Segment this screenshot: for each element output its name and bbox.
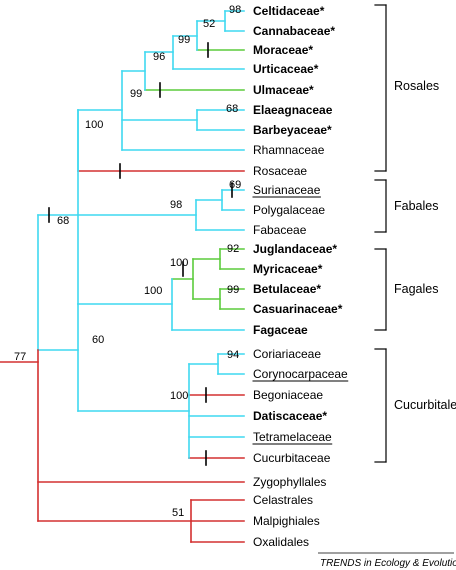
taxon-label: Celastrales — [253, 493, 313, 507]
taxon-label: Zygophyllales — [253, 475, 326, 489]
support-value: 92 — [227, 243, 239, 255]
support-value: 100 — [144, 285, 162, 297]
support-value: 68 — [57, 215, 69, 227]
taxon-label: Juglandaceae* — [253, 242, 337, 256]
order-bracket-fabales: Fabales — [374, 179, 438, 233]
taxon-label: Fabaceae — [253, 223, 307, 237]
taxon-label: Oxalidales — [253, 535, 309, 549]
taxon-label: Datiscaceae* — [253, 409, 327, 423]
taxon-label: Myricaceae* — [253, 262, 323, 276]
taxon-label: Fagaceae — [253, 323, 308, 337]
taxon-label: Celtidaceae* — [253, 4, 325, 18]
taxon-label: Rosaceae — [253, 164, 307, 178]
taxon-label: Betulaceae* — [253, 282, 321, 296]
taxon-label: Surianaceae — [253, 183, 321, 197]
figure-credit: TRENDS in Ecology & Evolution — [320, 558, 456, 569]
taxon-label: Ulmaceae* — [253, 83, 314, 97]
support-value: 77 — [14, 351, 26, 363]
taxon-label: Malpighiales — [253, 514, 320, 528]
order-bracket-cucurbitales: Cucurbitales — [374, 348, 456, 463]
support-values: 98 52 99 96 68 99 100 69 98 68 92 100 99 100 94 100 60 77… — [14, 4, 241, 519]
support-value: 100 — [85, 119, 103, 131]
tree-branches — [0, 10, 245, 543]
support-value: 52 — [203, 18, 215, 30]
support-value: 96 — [153, 51, 165, 63]
order-bracket-rosales: Rosales — [374, 4, 439, 172]
taxon-label: Corynocarpaceae — [253, 367, 348, 381]
order-label: Fagales — [394, 282, 438, 296]
order-brackets: Rosales Fabales Fagales Cucurbitales — [374, 4, 456, 463]
taxon-label: Rhamnaceae — [253, 143, 325, 157]
support-value: 100 — [170, 390, 188, 402]
taxon-label: Casuarinaceae* — [253, 302, 343, 316]
taxon-label: Cannabaceae* — [253, 24, 335, 38]
support-value: 94 — [227, 349, 239, 361]
gain-loss-markers — [48, 42, 233, 466]
order-label: Fabales — [394, 199, 438, 213]
support-value: 98 — [170, 199, 182, 211]
support-value: 99 — [178, 34, 190, 46]
support-value: 100 — [170, 257, 188, 269]
support-value: 60 — [92, 334, 104, 346]
taxon-label: Urticaceae* — [253, 62, 319, 76]
support-value: 68 — [226, 103, 238, 115]
support-value: 51 — [172, 507, 184, 519]
order-label: Rosales — [394, 79, 439, 93]
taxon-label: Barbeyaceae* — [253, 123, 332, 137]
taxon-label: Coriariaceae — [253, 347, 321, 361]
order-bracket-fagales: Fagales — [374, 248, 438, 331]
support-value: 69 — [229, 179, 241, 191]
support-value: 99 — [130, 88, 142, 100]
order-label: Cucurbitales — [394, 398, 456, 412]
taxon-label: Begoniaceae — [253, 388, 323, 402]
taxon-labels: Celtidaceae* Cannabaceae* Moraceae* Urticac… — [252, 4, 349, 549]
taxon-label: Polygalaceae — [253, 203, 325, 217]
support-value: 98 — [229, 4, 241, 16]
support-value: 99 — [227, 284, 239, 296]
taxon-label: Moraceae* — [253, 43, 313, 57]
taxon-label: Cucurbitaceae — [253, 451, 331, 465]
taxon-label: Tetramelaceae — [253, 430, 332, 444]
taxon-label: Elaeagnaceae — [253, 103, 333, 117]
